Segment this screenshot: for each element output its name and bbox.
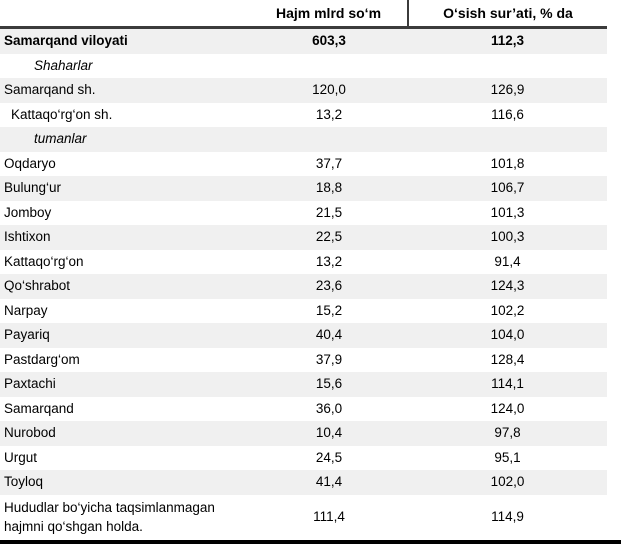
growth-cell: 101,3 — [490, 204, 525, 220]
table-row: Narpay 15,2 102,2 — [0, 299, 607, 324]
volume-cell: 22,5 — [315, 229, 343, 245]
growth-cell — [408, 54, 607, 79]
volume-cell: 18,8 — [315, 180, 343, 196]
table-row: tumanlar — [0, 127, 607, 152]
table-row: Toyloq 41,4 102,0 — [0, 470, 607, 495]
growth-cell — [408, 127, 607, 152]
region-name-cell: Samarqand sh. — [4, 82, 96, 98]
region-name-cell: Samarqand viloyati — [4, 33, 128, 49]
volume-cell: 603,3 — [312, 33, 346, 49]
growth-cell: 106,7 — [490, 180, 525, 196]
table-body: Samarqand viloyati 603,3 112,3 Shaharlar… — [0, 27, 607, 540]
growth-cell: 124,0 — [490, 400, 525, 416]
growth-cell: 116,6 — [491, 106, 524, 122]
region-name-cell: Paxtachi — [4, 376, 56, 392]
region-name-cell: Hududlar bo‘yicha taqsimlanmagan hajmni … — [4, 499, 215, 535]
growth-cell: 114,1 — [491, 376, 524, 392]
region-name-cell: Jomboy — [4, 204, 52, 220]
table-row: Qo‘shrabot 23,6 124,3 — [0, 274, 607, 299]
region-name-cell: Kattaqo‘rg‘on sh. — [11, 106, 113, 122]
table-row: Kattaqo‘rg‘on sh. 13,2 116,6 — [0, 103, 607, 128]
region-name-cell: Pastdarg‘om — [4, 351, 80, 367]
table-row: Hududlar bo‘yicha taqsimlanmagan hajmni … — [0, 495, 607, 540]
volume-cell: 15,6 — [315, 376, 343, 392]
volume-cell — [250, 54, 408, 79]
volume-cell: 37,7 — [315, 155, 343, 171]
table-row: Samarqand 36,0 124,0 — [0, 397, 607, 422]
growth-cell: 126,9 — [490, 82, 525, 98]
volume-cell: 13,2 — [315, 253, 343, 269]
table-row: Nurobod 10,4 97,8 — [0, 421, 607, 446]
region-name-cell: Kattaqo‘rg‘on — [4, 253, 84, 269]
growth-cell: 102,0 — [490, 474, 525, 490]
volume-cell: 15,2 — [315, 302, 343, 318]
table-bottom-border — [0, 539, 621, 544]
volume-cell — [250, 127, 408, 152]
volume-cell: 120,0 — [312, 82, 346, 98]
growth-cell: 91,4 — [494, 253, 521, 269]
growth-cell: 124,3 — [490, 278, 525, 294]
region-name-cell: Shaharlar — [34, 57, 93, 73]
growth-cell: 95,1 — [494, 449, 521, 465]
volume-cell: 13,2 — [315, 106, 343, 122]
volume-cell: 41,4 — [315, 474, 343, 490]
col-header-volume: Hajm mlrd so‘m — [250, 0, 408, 29]
table-row: Oqdaryo 37,7 101,8 — [0, 152, 607, 177]
volume-cell: 10,4 — [315, 425, 343, 441]
table-row: Samarqand viloyati 603,3 112,3 — [0, 27, 607, 54]
table-row: Payariq 40,4 104,0 — [0, 323, 607, 348]
table-row: Paxtachi 15,6 114,1 — [0, 372, 607, 397]
table-row: Pastdarg‘om 37,9 128,4 — [0, 348, 607, 373]
table-row: Bulung‘ur 18,8 106,7 — [0, 176, 607, 201]
region-name-cell: Nurobod — [4, 425, 56, 441]
col-header-growth: O‘sish sur’ati, % da — [407, 0, 607, 29]
region-name-cell: Payariq — [4, 327, 50, 343]
volume-cell: 24,5 — [315, 449, 343, 465]
region-name-cell: tumanlar — [34, 131, 87, 147]
growth-cell: 104,0 — [490, 327, 525, 343]
growth-cell: 102,2 — [490, 302, 525, 318]
region-name-cell: Toyloq — [4, 474, 44, 490]
region-name-cell: Qo‘shrabot — [4, 278, 71, 294]
region-name-cell: Samarqand — [4, 400, 74, 416]
table-row: Samarqand sh. 120,0 126,9 — [0, 78, 607, 103]
region-name-cell: Urgut — [4, 449, 38, 465]
table-row: Shaharlar — [0, 54, 607, 79]
volume-cell: 111,4 — [313, 509, 345, 525]
table-row: Urgut 24,5 95,1 — [0, 446, 607, 471]
table-row: Ishtixon 22,5 100,3 — [0, 225, 607, 250]
volume-cell: 36,0 — [315, 400, 343, 416]
volume-cell: 37,9 — [315, 351, 343, 367]
growth-cell: 112,3 — [490, 33, 525, 49]
volume-cell: 21,5 — [315, 204, 343, 220]
volume-cell: 40,4 — [315, 327, 343, 343]
region-name-cell: Bulung‘ur — [4, 180, 62, 196]
growth-cell: 101,8 — [490, 155, 525, 171]
growth-cell: 97,8 — [494, 425, 521, 441]
region-name-cell: Ishtixon — [4, 229, 51, 245]
table-header: Hajm mlrd so‘m O‘sish sur’ati, % da — [0, 0, 607, 29]
col-header-region — [0, 0, 250, 29]
volume-cell: 23,6 — [315, 278, 343, 294]
regional-statistics-table: Hajm mlrd so‘m O‘sish sur’ati, % da Sama… — [0, 0, 607, 540]
table-row: Jomboy 21,5 101,3 — [0, 201, 607, 226]
growth-cell: 128,4 — [490, 351, 525, 367]
table-row: Kattaqo‘rg‘on 13,2 91,4 — [0, 250, 607, 275]
header-row: Hajm mlrd so‘m O‘sish sur’ati, % da — [0, 0, 607, 29]
growth-cell: 100,3 — [490, 229, 525, 245]
region-name-cell: Oqdaryo — [4, 155, 56, 171]
growth-cell: 114,9 — [491, 509, 524, 525]
region-name-cell: Narpay — [4, 302, 48, 318]
